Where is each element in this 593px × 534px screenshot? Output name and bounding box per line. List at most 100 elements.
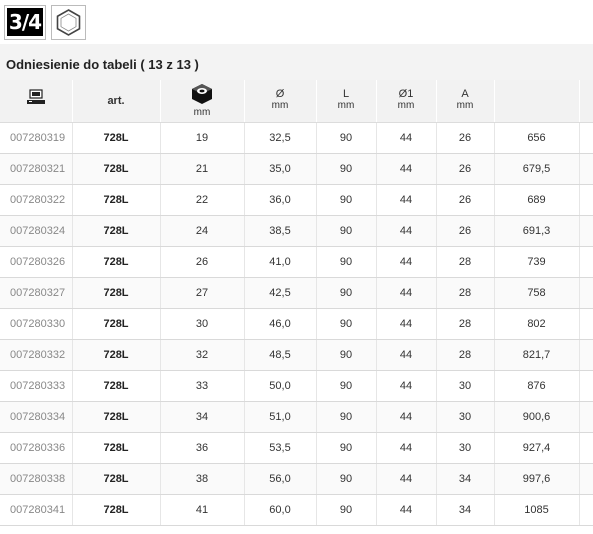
size-cell: 41 xyxy=(160,494,245,526)
row-edge-cell xyxy=(579,277,593,309)
row-edge-cell xyxy=(579,432,593,464)
diameter-cell: 41,0 xyxy=(244,246,317,278)
weight-cell: 876 xyxy=(494,370,580,402)
diameter-cell: 35,0 xyxy=(244,153,317,185)
header-edge xyxy=(579,80,593,123)
length-cell: 90 xyxy=(316,370,377,402)
ref-cell[interactable]: 007280330 xyxy=(0,308,73,340)
a-cell: 26 xyxy=(436,122,495,154)
diameter-cell: 32,5 xyxy=(244,122,317,154)
ref-cell[interactable]: 007280326 xyxy=(0,246,73,278)
weight-cell: 656 xyxy=(494,122,580,154)
drive-size-inch-mark: " xyxy=(37,7,43,18)
diameter-cell: 53,5 xyxy=(244,432,317,464)
hex-nut-icon xyxy=(161,80,244,107)
header-length-unit: mm xyxy=(337,100,355,111)
length-cell: 90 xyxy=(316,463,377,495)
product-table: art. mm Ø mm xyxy=(0,80,593,526)
diameter-cell: 51,0 xyxy=(244,401,317,433)
ref-cell[interactable]: 007280327 xyxy=(0,277,73,309)
length-cell: 90 xyxy=(316,494,377,526)
weight-cell: 691,3 xyxy=(494,215,580,247)
weight-cell: 1085 xyxy=(494,494,580,526)
a-cell: 30 xyxy=(436,370,495,402)
ref-cell[interactable]: 007280319 xyxy=(0,122,73,154)
table-row: 007280333 728L 33 50,0 90 44 30 876 xyxy=(0,370,593,402)
diameter1-cell: 44 xyxy=(376,432,437,464)
row-edge-cell xyxy=(579,246,593,278)
table-row: 007280321 728L 21 35,0 90 44 26 679,5 xyxy=(0,153,593,185)
ref-cell[interactable]: 007280333 xyxy=(0,370,73,402)
a-cell: 26 xyxy=(436,153,495,185)
ref-cell[interactable]: 007280334 xyxy=(0,401,73,433)
row-edge-cell xyxy=(579,370,593,402)
size-cell: 26 xyxy=(160,246,245,278)
ref-cell[interactable]: 007280338 xyxy=(0,463,73,495)
header-diameter1-label: Ø1 xyxy=(398,88,414,100)
ref-cell[interactable]: 007280321 xyxy=(0,153,73,185)
diameter1-cell: 44 xyxy=(376,246,437,278)
row-edge-cell xyxy=(579,494,593,526)
length-cell: 90 xyxy=(316,339,377,371)
weight-cell: 689 xyxy=(494,184,580,216)
size-cell: 38 xyxy=(160,463,245,495)
ref-cell[interactable]: 007280341 xyxy=(0,494,73,526)
ref-cell[interactable]: 007280336 xyxy=(0,432,73,464)
length-cell: 90 xyxy=(316,401,377,433)
table-row: 007280330 728L 30 46,0 90 44 28 802 xyxy=(0,308,593,340)
diameter1-cell: 44 xyxy=(376,215,437,247)
size-cell: 34 xyxy=(160,401,245,433)
diameter1-cell: 44 xyxy=(376,494,437,526)
weight-cell: 679,5 xyxy=(494,153,580,185)
header-diameter-label: Ø xyxy=(275,88,285,100)
row-edge-cell xyxy=(579,308,593,340)
art-cell: 728L xyxy=(72,401,161,433)
ref-cell[interactable]: 007280322 xyxy=(0,184,73,216)
computer-icon xyxy=(0,80,71,108)
art-cell: 728L xyxy=(72,122,161,154)
drive-size-label: 3/4 xyxy=(6,8,44,36)
size-cell: 21 xyxy=(160,153,245,185)
header-weight xyxy=(494,80,580,123)
table-row: 007280341 728L 41 60,0 90 44 34 1085 xyxy=(0,494,593,526)
diameter1-cell: 44 xyxy=(376,339,437,371)
header-diameter: Ø mm xyxy=(244,80,317,123)
header-diameter1: Ø1 mm xyxy=(376,80,437,123)
a-cell: 26 xyxy=(436,215,495,247)
row-edge-cell xyxy=(579,463,593,495)
header-a-label: A xyxy=(461,88,469,100)
art-cell: 728L xyxy=(72,153,161,185)
header-a: A mm xyxy=(436,80,495,123)
table-header-row: art. mm Ø mm xyxy=(0,80,593,123)
diameter1-cell: 44 xyxy=(376,277,437,309)
table-row: 007280319 728L 19 32,5 90 44 26 656 xyxy=(0,122,593,154)
diameter1-cell: 44 xyxy=(376,401,437,433)
header-diameter1-unit: mm xyxy=(397,100,415,111)
weight-cell: 739 xyxy=(494,246,580,278)
a-cell: 30 xyxy=(436,432,495,464)
art-cell: 728L xyxy=(72,184,161,216)
size-cell: 33 xyxy=(160,370,245,402)
diameter-cell: 48,5 xyxy=(244,339,317,371)
size-cell: 32 xyxy=(160,339,245,371)
diameter1-cell: 44 xyxy=(376,370,437,402)
length-cell: 90 xyxy=(316,215,377,247)
row-edge-cell xyxy=(579,215,593,247)
diameter1-cell: 44 xyxy=(376,184,437,216)
ref-cell[interactable]: 007280324 xyxy=(0,215,73,247)
size-cell: 27 xyxy=(160,277,245,309)
art-cell: 728L xyxy=(72,215,161,247)
weight-cell: 821,7 xyxy=(494,339,580,371)
diameter1-cell: 44 xyxy=(376,153,437,185)
size-cell: 19 xyxy=(160,122,245,154)
length-cell: 90 xyxy=(316,277,377,309)
ref-cell[interactable]: 007280332 xyxy=(0,339,73,371)
weight-cell: 758 xyxy=(494,277,580,309)
hexagon-icon xyxy=(51,5,86,40)
row-edge-cell xyxy=(579,339,593,371)
table-row: 007280332 728L 32 48,5 90 44 28 821,7 xyxy=(0,339,593,371)
size-cell: 30 xyxy=(160,308,245,340)
art-cell: 728L xyxy=(72,277,161,309)
diameter-cell: 56,0 xyxy=(244,463,317,495)
table-row: 007280338 728L 38 56,0 90 44 34 997,6 xyxy=(0,463,593,495)
